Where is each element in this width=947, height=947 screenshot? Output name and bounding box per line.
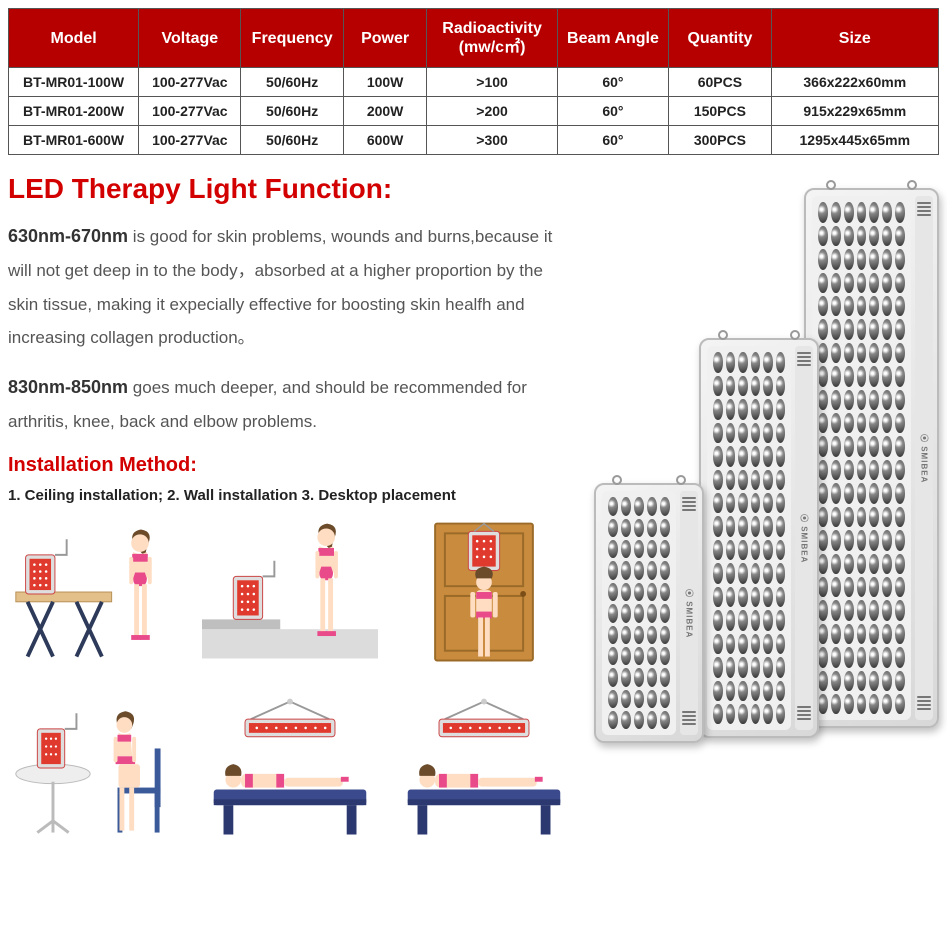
p2-bold: 830nm-850nm xyxy=(8,377,128,397)
spec-cell: 60° xyxy=(557,97,669,126)
brand-label: ⦿ SMIBEA xyxy=(684,589,695,638)
illus-sitting-chair xyxy=(8,694,184,844)
spec-cell: 60° xyxy=(557,68,669,97)
spec-cell: 100-277Vac xyxy=(139,68,241,97)
install-text: 1. Ceiling installation; 2. Wall install… xyxy=(8,487,572,504)
led-panel-large: ⦿ SMIBEA xyxy=(804,188,939,728)
spec-col-header: Beam Angle xyxy=(557,9,669,68)
function-para-2: 830nm-850nm goes much deeper, and should… xyxy=(8,370,572,438)
spec-col-header: Voltage xyxy=(139,9,241,68)
spec-col-header: Quantity xyxy=(669,9,771,68)
illustration-grid xyxy=(8,518,572,844)
spec-col-header: Frequency xyxy=(241,9,343,68)
illus-ceiling-lying-2 xyxy=(396,694,572,844)
illus-door-front xyxy=(396,518,572,668)
spec-cell: >300 xyxy=(427,126,557,155)
install-title: Installation Method: xyxy=(8,454,572,477)
brand-label: ⦿ SMIBEA xyxy=(919,434,930,483)
spec-cell: >100 xyxy=(427,68,557,97)
spec-cell: BT-MR01-100W xyxy=(9,68,139,97)
spec-cell: 60° xyxy=(557,126,669,155)
spec-col-header: Power xyxy=(343,9,427,68)
spec-table: ModelVoltageFrequencyPowerRadioactivity(… xyxy=(8,8,939,155)
spec-cell: 600W xyxy=(343,126,427,155)
spec-col-header: Model xyxy=(9,9,139,68)
spec-cell: 60PCS xyxy=(669,68,771,97)
spec-col-header: Radioactivity(mw/c㎡) xyxy=(427,9,557,68)
illus-wall-standing xyxy=(202,518,378,668)
spec-cell: 50/60Hz xyxy=(241,68,343,97)
illus-ceiling-lying-1 xyxy=(202,694,378,844)
spec-col-header: Size xyxy=(771,9,938,68)
product-panels: ⦿ SMIBEA ⦿ SMIBEA ⦿ SMIBEA xyxy=(584,173,939,753)
p1-bold: 630nm-670nm xyxy=(8,226,128,246)
spec-cell: 50/60Hz xyxy=(241,126,343,155)
led-panel-small: ⦿ SMIBEA xyxy=(594,483,704,743)
led-panel-medium: ⦿ SMIBEA xyxy=(699,338,819,738)
spec-cell: 150PCS xyxy=(669,97,771,126)
spec-cell: 100-277Vac xyxy=(139,97,241,126)
spec-cell: >200 xyxy=(427,97,557,126)
illus-desktop-standing xyxy=(8,518,184,668)
spec-cell: 1295x445x65mm xyxy=(771,126,938,155)
brand-label: ⦿ SMIBEA xyxy=(799,514,810,563)
spec-row: BT-MR01-200W100-277Vac50/60Hz200W>20060°… xyxy=(9,97,939,126)
function-title: LED Therapy Light Function: xyxy=(8,173,572,205)
spec-cell: 100W xyxy=(343,68,427,97)
spec-row: BT-MR01-600W100-277Vac50/60Hz600W>30060°… xyxy=(9,126,939,155)
spec-cell: BT-MR01-600W xyxy=(9,126,139,155)
spec-cell: 366x222x60mm xyxy=(771,68,938,97)
spec-cell: 200W xyxy=(343,97,427,126)
spec-cell: 100-277Vac xyxy=(139,126,241,155)
spec-cell: 50/60Hz xyxy=(241,97,343,126)
spec-cell: 300PCS xyxy=(669,126,771,155)
spec-cell: 915x229x65mm xyxy=(771,97,938,126)
spec-cell: BT-MR01-200W xyxy=(9,97,139,126)
spec-row: BT-MR01-100W100-277Vac50/60Hz100W>10060°… xyxy=(9,68,939,97)
function-para-1: 630nm-670nm is good for skin problems, w… xyxy=(8,219,572,354)
